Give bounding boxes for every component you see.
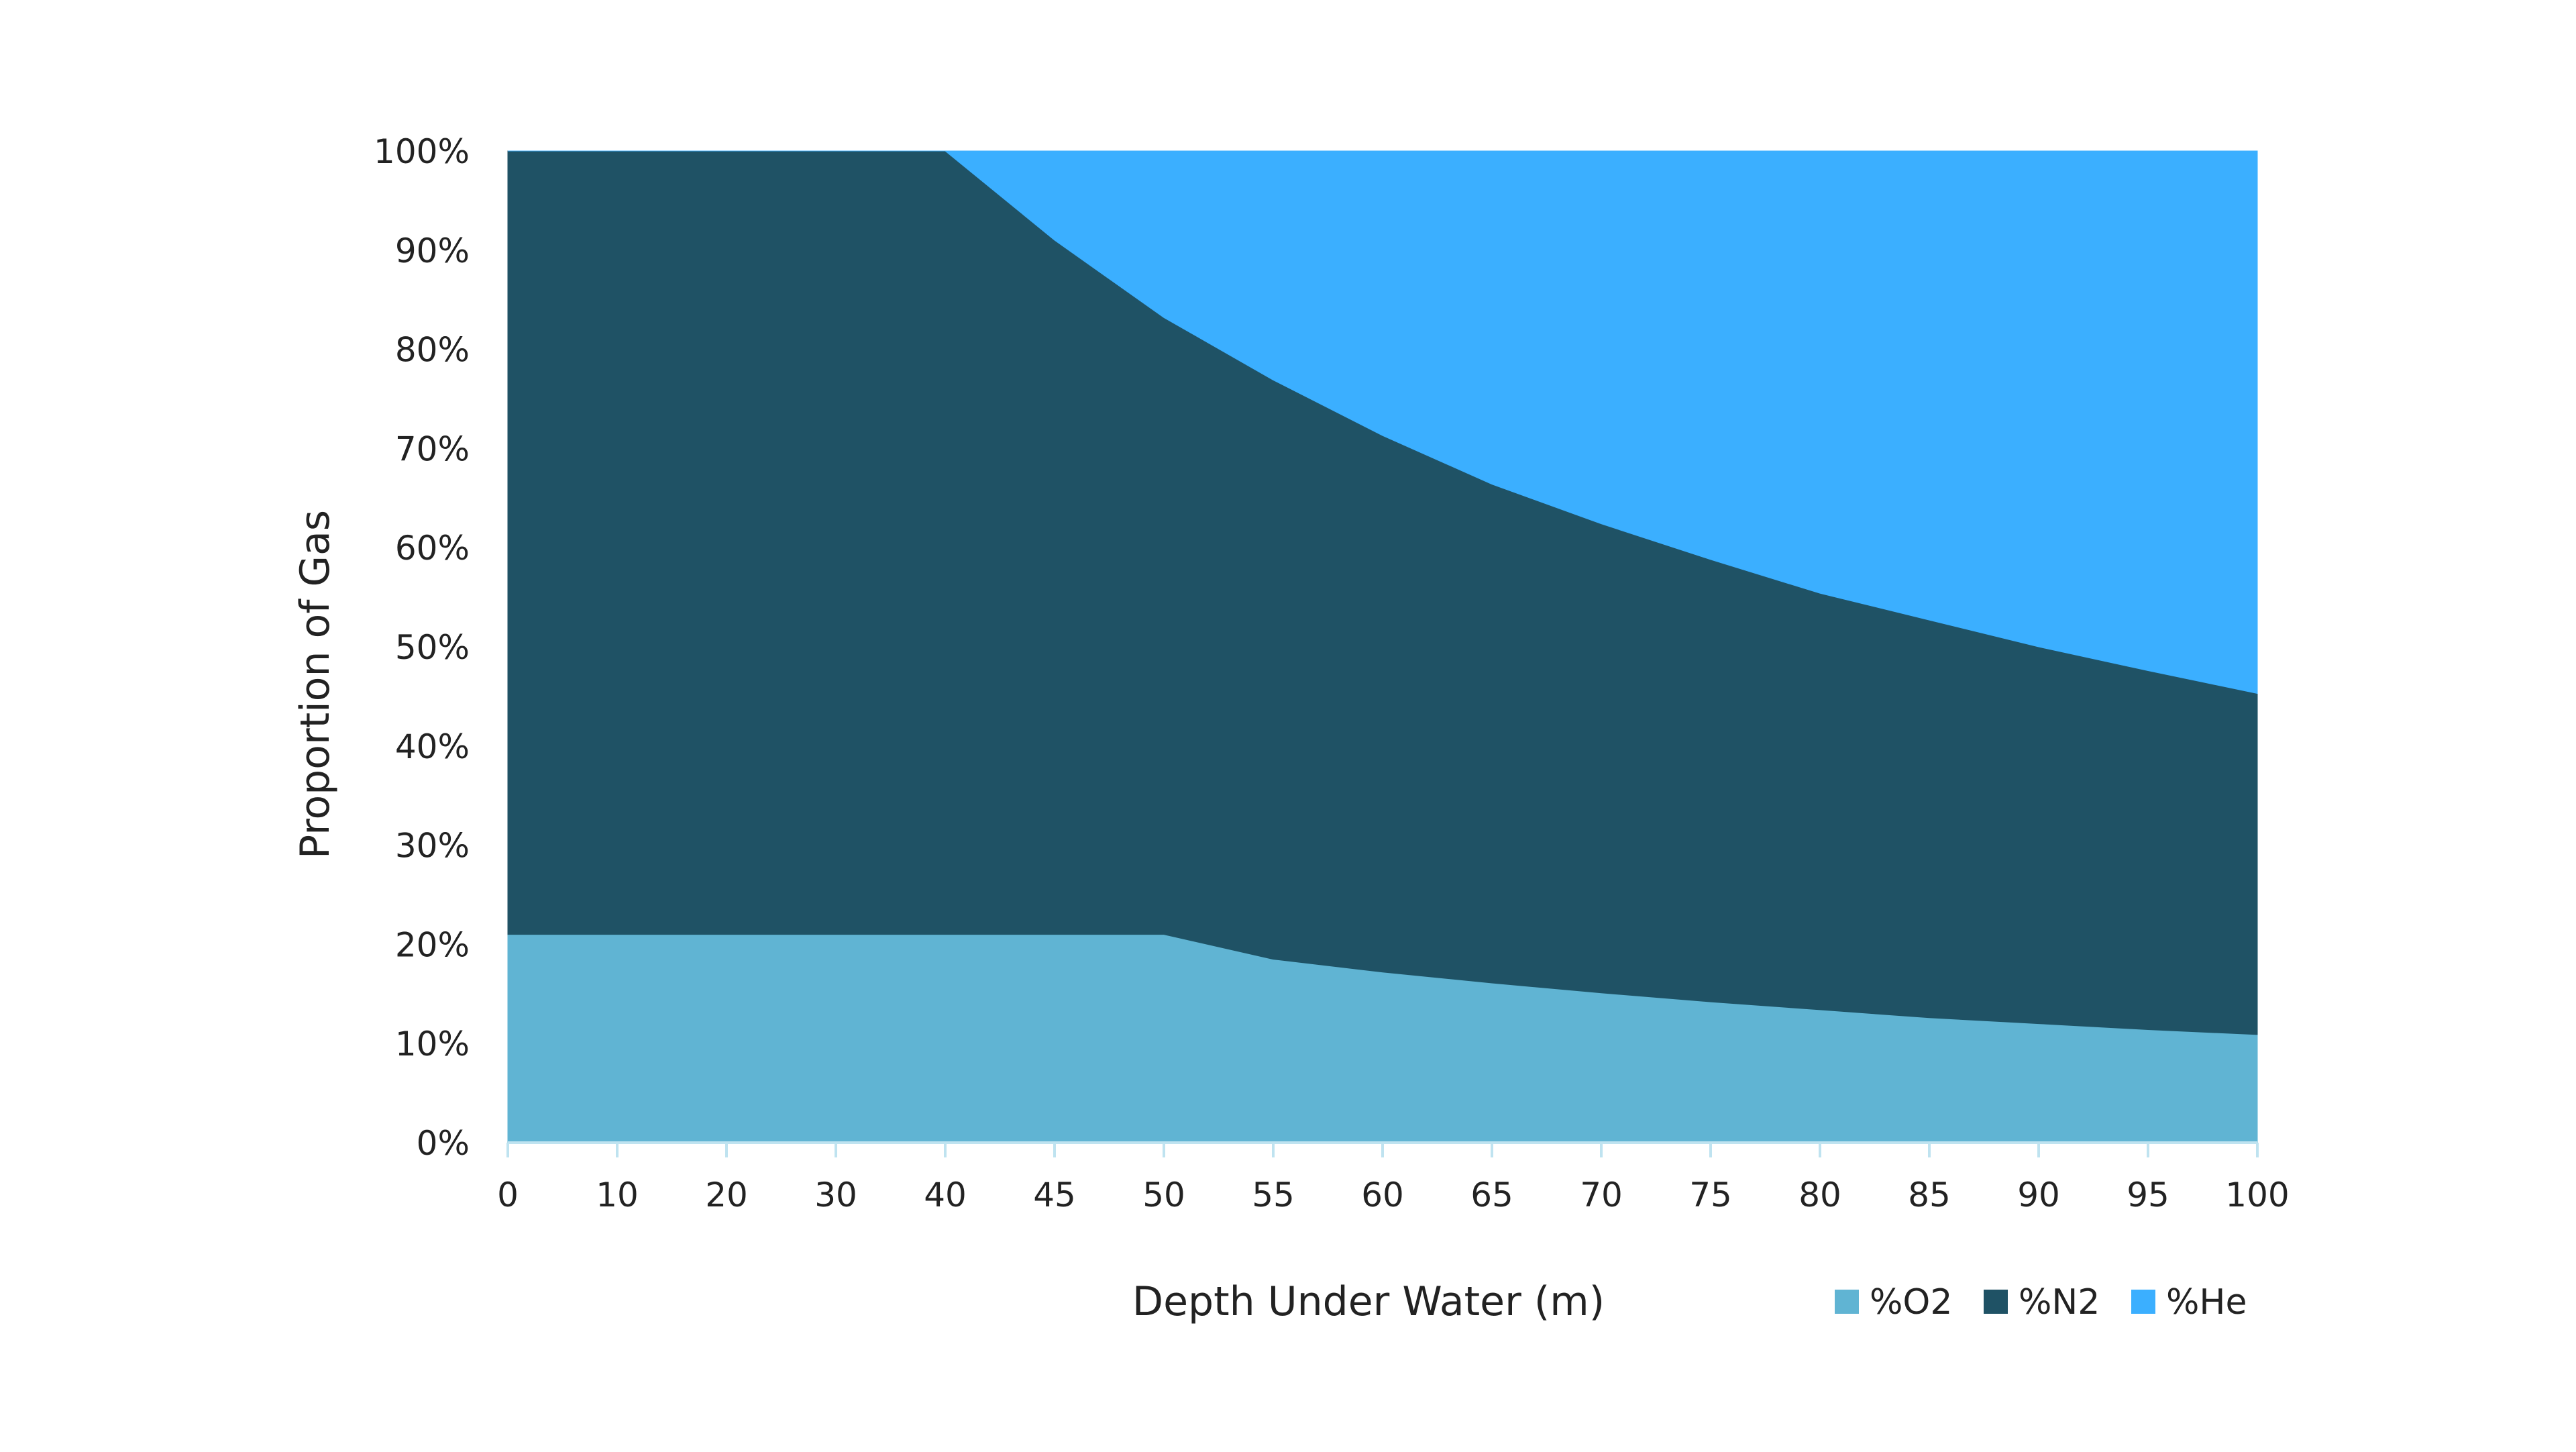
legend: %O2 %N2 %He <box>1835 1282 2247 1323</box>
legend-swatch-o2 <box>1835 1290 1859 1314</box>
x-tick-label: 80 <box>1799 1176 1841 1214</box>
x-tick-label: 10 <box>596 1176 639 1214</box>
x-tick-label: 0 <box>497 1176 519 1214</box>
x-tick-label: 60 <box>1361 1176 1404 1214</box>
x-tick-label: 30 <box>814 1176 857 1214</box>
y-tick-label: 90% <box>395 231 470 270</box>
y-tick-label: 10% <box>395 1025 470 1064</box>
y-tick-label: 50% <box>395 628 470 667</box>
x-tick-label: 40 <box>924 1176 967 1214</box>
legend-swatch-he <box>2131 1290 2155 1314</box>
x-tick-label: 70 <box>1580 1176 1623 1214</box>
y-tick-label: 20% <box>395 925 470 964</box>
y-tick-label: 40% <box>395 727 470 766</box>
y-tick-label: 100% <box>374 132 470 171</box>
x-tick-label: 100 <box>2225 1176 2289 1214</box>
x-tick-label: 20 <box>705 1176 748 1214</box>
legend-label-n2: %N2 <box>2019 1282 2100 1323</box>
legend-label-he: %He <box>2166 1282 2247 1323</box>
x-tick-label: 50 <box>1142 1176 1185 1214</box>
y-axis-title: Proportion of Gas <box>292 510 339 859</box>
area-he <box>508 150 2258 694</box>
y-tick-label: 30% <box>395 827 470 866</box>
legend-swatch-n2 <box>1984 1290 2008 1314</box>
x-tick-label: 75 <box>1689 1176 1732 1214</box>
x-tick-label: 95 <box>2127 1176 2169 1214</box>
x-axis-title: Depth Under Water (m) <box>1132 1278 1605 1325</box>
x-tick-label: 55 <box>1252 1176 1295 1214</box>
x-tick-label: 85 <box>1908 1176 1951 1214</box>
y-tick-label: 70% <box>395 429 470 468</box>
x-tick-label: 65 <box>1470 1176 1513 1214</box>
axes-group: 0 10 20 30 40 45 50 55 60 65 70 75 80 85 90 95 100 0% 10% 2… <box>374 132 2290 1214</box>
y-tick-label: 0% <box>417 1124 470 1163</box>
y-tick-label: 80% <box>395 331 470 370</box>
area-series-group <box>507 150 2258 1143</box>
legend-label-o2: %O2 <box>1870 1282 1952 1323</box>
x-tick-label: 45 <box>1033 1176 1076 1214</box>
x-tick-label: 90 <box>2017 1176 2060 1214</box>
y-tick-label: 60% <box>395 529 470 568</box>
